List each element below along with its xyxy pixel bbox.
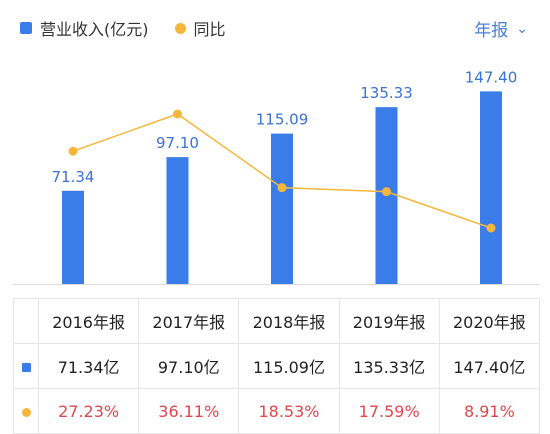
table-header-cell: 2019年报 bbox=[338, 298, 440, 344]
table-row-growth: 27.23% 36.11% 18.53% 17.59% 8.91% bbox=[13, 388, 541, 434]
growth-cell: 27.23% bbox=[37, 388, 140, 434]
revenue-chart: 71.34 97.10 115.09 135.33 147.40 bbox=[13, 68, 540, 285]
growth-cell: 18.53% bbox=[238, 388, 340, 434]
growth-point-2017年报 bbox=[173, 109, 182, 119]
period-selector-label: 年报 bbox=[474, 20, 509, 41]
legend-line-swatch bbox=[174, 22, 186, 34]
legend-bar-label: 营业收入(亿元) bbox=[40, 20, 149, 39]
chart-legend: 营业收入(亿元) 同比 bbox=[20, 14, 226, 42]
table-row-revenue: 71.34亿 97.10亿 115.09亿 135.33亿 147.40亿 bbox=[13, 343, 541, 389]
revenue-cell: 97.10亿 bbox=[138, 343, 240, 389]
growth-point-2020年报 bbox=[486, 223, 496, 233]
growth-point-2019年报 bbox=[382, 187, 391, 197]
table-header-cell: 2016年报 bbox=[37, 298, 140, 344]
bar-value-label: 97.10 bbox=[156, 134, 199, 152]
growth-dot-icon bbox=[21, 407, 31, 417]
growth-cell: 17.59% bbox=[338, 388, 440, 434]
revenue-cell: 71.34亿 bbox=[37, 343, 140, 389]
growth-cell: 36.11% bbox=[138, 388, 240, 434]
revenue-row-marker bbox=[13, 343, 39, 389]
table-header-cell: 2018年报 bbox=[238, 298, 340, 344]
growth-point-2016年报 bbox=[68, 146, 78, 156]
legend-bar-swatch bbox=[20, 22, 32, 34]
growth-cell: 8.91% bbox=[438, 388, 541, 434]
table-corner-cell bbox=[13, 298, 39, 344]
revenue-cell: 147.40亿 bbox=[438, 343, 541, 389]
legend-line-label: 同比 bbox=[193, 20, 226, 39]
period-selector[interactable]: 年报 ⌄ bbox=[474, 14, 528, 42]
table-header-cell: 2020年报 bbox=[438, 298, 541, 344]
bar-2017年报 bbox=[166, 157, 189, 284]
bar-2018年报 bbox=[271, 133, 293, 284]
growth-row-marker bbox=[13, 388, 39, 434]
revenue-cell: 115.09亿 bbox=[238, 343, 340, 389]
bar-value-label: 147.40 bbox=[465, 68, 518, 86]
bar-value-label: 71.34 bbox=[52, 168, 95, 186]
bar-value-label: 115.09 bbox=[256, 111, 309, 129]
bar-2016年报 bbox=[62, 190, 84, 284]
table-header-cell: 2017年报 bbox=[138, 298, 240, 344]
revenue-square-icon bbox=[21, 362, 31, 372]
revenue-cell: 135.33亿 bbox=[338, 343, 440, 389]
data-table: 2016年报 2017年报 2018年报 2019年报 2020年报 71.34… bbox=[13, 298, 541, 434]
bar-value-label: 135.33 bbox=[360, 84, 413, 102]
chevron-down-icon: ⌄ bbox=[516, 21, 528, 37]
growth-point-2018年报 bbox=[277, 183, 287, 193]
table-header-row: 2016年报 2017年报 2018年报 2019年报 2020年报 bbox=[13, 298, 541, 344]
bar-2020年报 bbox=[480, 91, 502, 284]
